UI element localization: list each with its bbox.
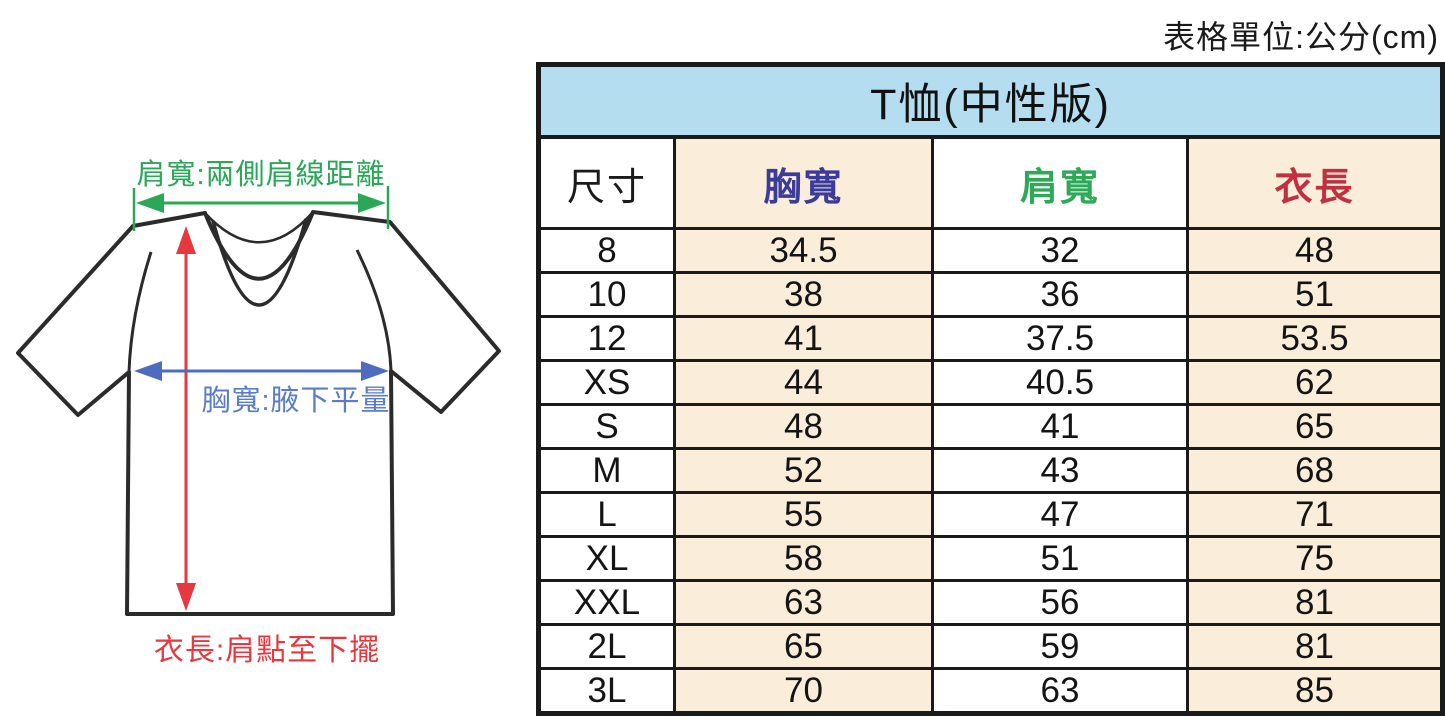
- measurement-cell: 58: [673, 535, 934, 582]
- table-row: 2L 65 59 81: [537, 623, 1445, 670]
- table-row: XXL 63 56 81: [537, 579, 1445, 626]
- measurement-cell: 41: [673, 315, 934, 362]
- measurement-cell: 52: [673, 447, 934, 494]
- measurement-cell: 41: [931, 403, 1189, 450]
- size-table-container: T恤(中性版) 尺寸 胸寬 肩寬 衣長 8 34.5 32 48 10 38 36 51 12 4…: [536, 62, 1445, 716]
- chest-width-dimension: [134, 361, 389, 381]
- arrowhead-right: [361, 361, 389, 381]
- measurement-cell: 43: [931, 447, 1189, 494]
- measurement-cell: 44: [673, 359, 934, 406]
- collar-inner-curve: [211, 218, 308, 307]
- measurement-cell: 68: [1185, 447, 1445, 494]
- table-row: M 52 43 68: [537, 447, 1445, 494]
- measurement-cell: 62: [1185, 359, 1445, 406]
- measurement-cell: 34.5: [673, 227, 934, 274]
- measurement-cell: 38: [673, 271, 934, 318]
- size-cell: 3L: [537, 667, 676, 715]
- table-row: XL 58 51 75: [537, 535, 1445, 582]
- measurement-cell: 51: [1185, 271, 1445, 318]
- table-row: XS 44 40.5 62: [537, 359, 1445, 406]
- column-header-size: 尺寸: [537, 135, 676, 230]
- tshirt-outline: [16, 210, 501, 616]
- size-cell: 2L: [537, 623, 676, 670]
- measurement-cell: 70: [673, 667, 934, 715]
- table-row: L 55 47 71: [537, 491, 1445, 538]
- chest-width-label: 胸寬:腋下平量: [201, 384, 390, 417]
- size-cell: M: [537, 447, 676, 494]
- measurement-cell: 65: [1185, 403, 1445, 450]
- measurement-cell: 55: [673, 491, 934, 538]
- arrowhead-up: [176, 226, 196, 254]
- size-cell: 12: [537, 315, 676, 362]
- size-cell: S: [537, 403, 676, 450]
- size-cell: XXL: [537, 579, 676, 626]
- size-cell: 10: [537, 271, 676, 318]
- measurement-cell: 75: [1185, 535, 1445, 582]
- column-header-chest: 胸寬: [673, 135, 934, 230]
- measurement-cell: 81: [1185, 579, 1445, 626]
- measurement-cell: 32: [931, 227, 1189, 274]
- column-header-length: 衣長: [1185, 135, 1445, 230]
- table-row: 3L 70 63 85: [537, 667, 1445, 715]
- table-row: 12 41 37.5 53.5: [537, 315, 1445, 362]
- measurement-cell: 36: [931, 271, 1189, 318]
- measurement-cell: 53.5: [1185, 315, 1445, 362]
- shoulder-width-dimension: [132, 186, 390, 231]
- measurement-cell: 48: [673, 403, 934, 450]
- arrowhead-right: [358, 193, 386, 213]
- measurement-cell: 63: [931, 667, 1189, 715]
- size-cell: XS: [537, 359, 676, 406]
- table-row: S 48 41 65: [537, 403, 1445, 450]
- arrowhead-left: [136, 193, 164, 213]
- garment-length-label: 衣長:肩點至下擺: [154, 634, 380, 667]
- measurement-cell: 37.5: [931, 315, 1189, 362]
- measurement-cell: 63: [673, 579, 934, 626]
- left-seam-line: [127, 251, 153, 373]
- measurement-cell: 40.5: [931, 359, 1189, 406]
- unit-note: 表格單位:公分(cm): [1163, 19, 1439, 55]
- size-cell: L: [537, 491, 676, 538]
- shoulder-width-label: 肩寬:兩側肩線距離: [136, 158, 385, 191]
- table-header-row: 尺寸 胸寬 肩寬 衣長: [537, 135, 1445, 230]
- column-header-shoulder: 肩寬: [931, 135, 1189, 230]
- table-row: 8 34.5 32 48: [537, 227, 1445, 274]
- size-table-body: 8 34.5 32 48 10 38 36 51 12 41 37.5 53.5 XS 44 40.5 62 S…: [537, 227, 1445, 715]
- measurement-cell: 56: [931, 579, 1189, 626]
- arrowhead-left: [134, 361, 162, 381]
- back-neck-line: [204, 211, 314, 244]
- table-title-row: T恤(中性版): [536, 63, 1445, 139]
- table-row: 10 38 36 51: [537, 271, 1445, 318]
- measurement-cell: 59: [931, 623, 1189, 670]
- size-cell: 8: [537, 227, 676, 274]
- tshirt-measurement-diagram: 肩寬:兩側肩線距離 衣長:肩點至下擺 胸寬:腋下平量: [16, 158, 501, 667]
- measurement-cell: 65: [673, 623, 934, 670]
- measurement-cell: 81: [1185, 623, 1445, 670]
- measurement-cell: 85: [1185, 667, 1445, 715]
- measurement-cell: 47: [931, 491, 1189, 538]
- table-title: T恤(中性版): [536, 63, 1445, 139]
- measurement-cell: 48: [1185, 227, 1445, 274]
- right-seam-line: [355, 249, 393, 372]
- measurement-cell: 71: [1185, 491, 1445, 538]
- arrowhead-down: [176, 583, 196, 611]
- size-table: T恤(中性版) 尺寸 胸寬 肩寬 衣長 8 34.5 32 48 10 38 36 51 12 4…: [536, 62, 1445, 716]
- measurement-cell: 51: [931, 535, 1189, 582]
- garment-length-dimension: [176, 226, 196, 611]
- size-cell: XL: [537, 535, 676, 582]
